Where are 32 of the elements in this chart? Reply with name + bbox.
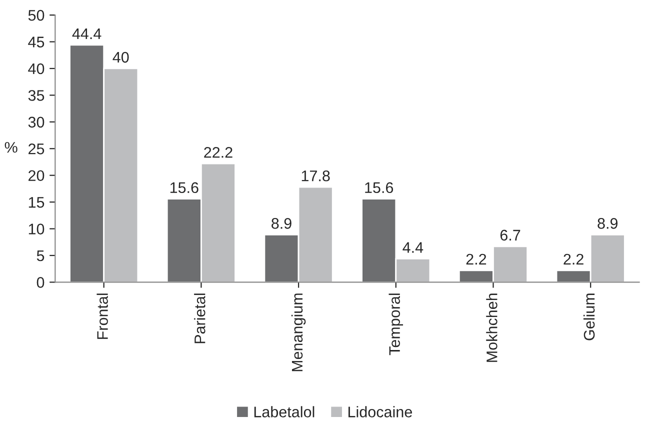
data-label: 2.2 [564,254,584,264]
y-tick-label: 10 [28,224,44,234]
y-tick-label: 5 [36,250,44,262]
data-label: 17.8 [302,170,330,182]
data-label: 8.9 [272,218,292,229]
y-tick-label: 50 [28,10,44,21]
y-tick-label: 45 [28,36,44,48]
data-label: 22.2 [204,146,232,158]
y-tick-label: 25 [28,143,44,154]
x-tick-label: Temporal [388,294,404,356]
data-label: 8.9 [598,218,618,229]
y-tick-label: 0 [36,277,44,288]
data-label: 40 [112,52,129,63]
y-tick-label: 20 [28,170,44,182]
y-tick-label: 15 [28,197,44,208]
data-label: 6.7 [500,230,520,241]
y-tick-label: 35 [28,90,44,101]
x-tick-label: Mokhcheh [486,294,498,362]
x-tick-label: Gelium [583,294,595,340]
y-tick-label: 30 [28,116,44,128]
data-label: 2.2 [466,254,486,264]
data-label: 15.6 [170,182,198,194]
x-tick-label: Frontal [96,294,108,339]
legend-label: Lidocaine [348,406,412,418]
data-label: 44.4 [72,28,102,40]
x-tick-label: Menangium [291,294,306,372]
y-tick-label: 40 [28,63,44,74]
y-axis-title: % [4,142,18,153]
data-label: 4.4 [402,242,424,253]
legend-label: Labetalol [254,406,314,418]
x-tick-label: Parietal [194,294,206,344]
data-label: 15.6 [365,182,394,194]
